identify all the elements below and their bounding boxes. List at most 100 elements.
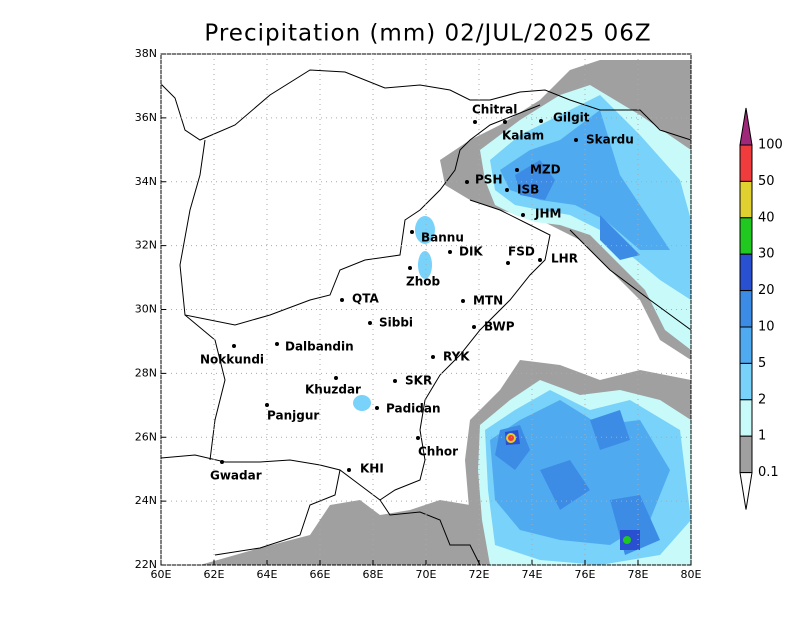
city-dot bbox=[368, 321, 372, 325]
x-tick-label: 68E bbox=[363, 568, 384, 581]
city-dot bbox=[393, 379, 397, 383]
colorbar-box bbox=[739, 180, 753, 219]
city-label: Khuzdar bbox=[305, 383, 361, 397]
map bbox=[160, 53, 692, 566]
city-label: DIK bbox=[459, 245, 483, 259]
colorbar-box bbox=[739, 290, 753, 328]
city-label: Chitral bbox=[472, 103, 517, 117]
city-dot bbox=[503, 120, 507, 124]
colorbar-label: 1 bbox=[758, 429, 766, 444]
colorbar-top bbox=[739, 107, 753, 146]
city-label: Kalam bbox=[502, 129, 544, 143]
city-label: Gilgit bbox=[553, 111, 590, 125]
city-dot bbox=[334, 376, 338, 380]
x-tick-label: 80E bbox=[681, 568, 702, 581]
city-dot bbox=[521, 213, 525, 217]
x-tick-label: 70E bbox=[416, 568, 437, 581]
city-label: Nokkundi bbox=[200, 353, 264, 367]
colorbar-label: 10 bbox=[758, 320, 775, 335]
colorbar-box bbox=[739, 399, 753, 437]
y-tick-label: 22N bbox=[135, 558, 157, 571]
city-dot bbox=[275, 342, 279, 346]
city-label: PSH bbox=[475, 173, 502, 187]
city-dot bbox=[506, 261, 510, 265]
city-label: LHR bbox=[551, 252, 578, 266]
x-tick-label: 74E bbox=[522, 568, 543, 581]
city-dot bbox=[410, 230, 414, 234]
city-dot bbox=[461, 299, 465, 303]
city-dot bbox=[473, 120, 477, 124]
x-tick-label: 64E bbox=[257, 568, 278, 581]
city-label: Zhob bbox=[406, 275, 440, 289]
x-tick-label: 76E bbox=[575, 568, 596, 581]
city-dot bbox=[505, 188, 509, 192]
y-tick-label: 32N bbox=[135, 239, 157, 252]
colorbar-box bbox=[739, 326, 753, 364]
x-tick-label: 62E bbox=[204, 568, 225, 581]
colorbar-label: 50 bbox=[758, 174, 775, 189]
x-tick-label: 72E bbox=[469, 568, 490, 581]
x-tick-label: 78E bbox=[628, 568, 649, 581]
city-dot bbox=[220, 460, 224, 464]
colorbar-label: 2 bbox=[758, 392, 766, 407]
colorbar-bottom bbox=[739, 472, 753, 510]
colorbar-box bbox=[739, 435, 753, 474]
colorbar-label: 20 bbox=[758, 283, 775, 298]
city-label: JHM bbox=[534, 207, 561, 221]
x-tick-label: 66E bbox=[310, 568, 331, 581]
city-label: Bannu bbox=[421, 231, 464, 245]
y-tick-label: 34N bbox=[135, 175, 157, 188]
city-dot bbox=[416, 436, 420, 440]
y-tick-label: 24N bbox=[135, 494, 157, 507]
city-label: MTN bbox=[473, 294, 503, 308]
city-label: Sibbi bbox=[379, 316, 413, 330]
y-tick-label: 30N bbox=[135, 303, 157, 316]
colorbar-label: 5 bbox=[758, 356, 766, 371]
city-label: Dalbandin bbox=[285, 340, 354, 354]
colorbar-box bbox=[739, 144, 753, 182]
precip-field bbox=[200, 60, 691, 565]
city-label: Gwadar bbox=[210, 469, 262, 483]
city-dot bbox=[574, 138, 578, 142]
city-dot bbox=[431, 355, 435, 359]
city-label: FSD bbox=[508, 245, 535, 259]
city-dot bbox=[538, 258, 542, 262]
city-label: Padidan bbox=[386, 402, 441, 416]
city-dot bbox=[448, 250, 452, 254]
y-tick-label: 38N bbox=[135, 47, 157, 60]
city-label: MZD bbox=[530, 163, 561, 177]
city-dot bbox=[408, 266, 412, 270]
x-tick-label: 60E bbox=[151, 568, 172, 581]
city-dot bbox=[340, 298, 344, 302]
city-label: SKR bbox=[405, 374, 432, 388]
city-label: Panjgur bbox=[267, 409, 319, 423]
y-tick-label: 36N bbox=[135, 111, 157, 124]
city-label: BWP bbox=[484, 320, 515, 334]
y-tick-label: 26N bbox=[135, 430, 157, 443]
city-label: KHI bbox=[360, 462, 384, 476]
city-label: QTA bbox=[352, 292, 379, 306]
city-label: Chhor bbox=[418, 445, 458, 459]
city-dot bbox=[232, 344, 236, 348]
y-tick-label: 28N bbox=[135, 366, 157, 379]
city-label: ISB bbox=[517, 183, 539, 197]
colorbar-box bbox=[739, 362, 753, 401]
city-dot bbox=[515, 168, 519, 172]
city-dot bbox=[265, 403, 269, 407]
colorbar-label: 100 bbox=[758, 138, 783, 153]
colorbar-label: 0.1 bbox=[758, 465, 779, 480]
city-dot bbox=[539, 119, 543, 123]
city-dot bbox=[472, 325, 476, 329]
colorbar-box bbox=[739, 217, 753, 255]
title: Precipitation (mm) 02/JUL/2025 06Z bbox=[204, 21, 651, 47]
city-label: Skardu bbox=[586, 133, 634, 147]
city-label: RYK bbox=[443, 350, 470, 364]
city-dot bbox=[347, 468, 351, 472]
colorbar-label: 30 bbox=[758, 247, 775, 262]
city-dot bbox=[465, 180, 469, 184]
city-dot bbox=[375, 406, 379, 410]
colorbar-label: 40 bbox=[758, 210, 775, 225]
borders bbox=[161, 69, 691, 565]
colorbar-box bbox=[739, 253, 753, 292]
